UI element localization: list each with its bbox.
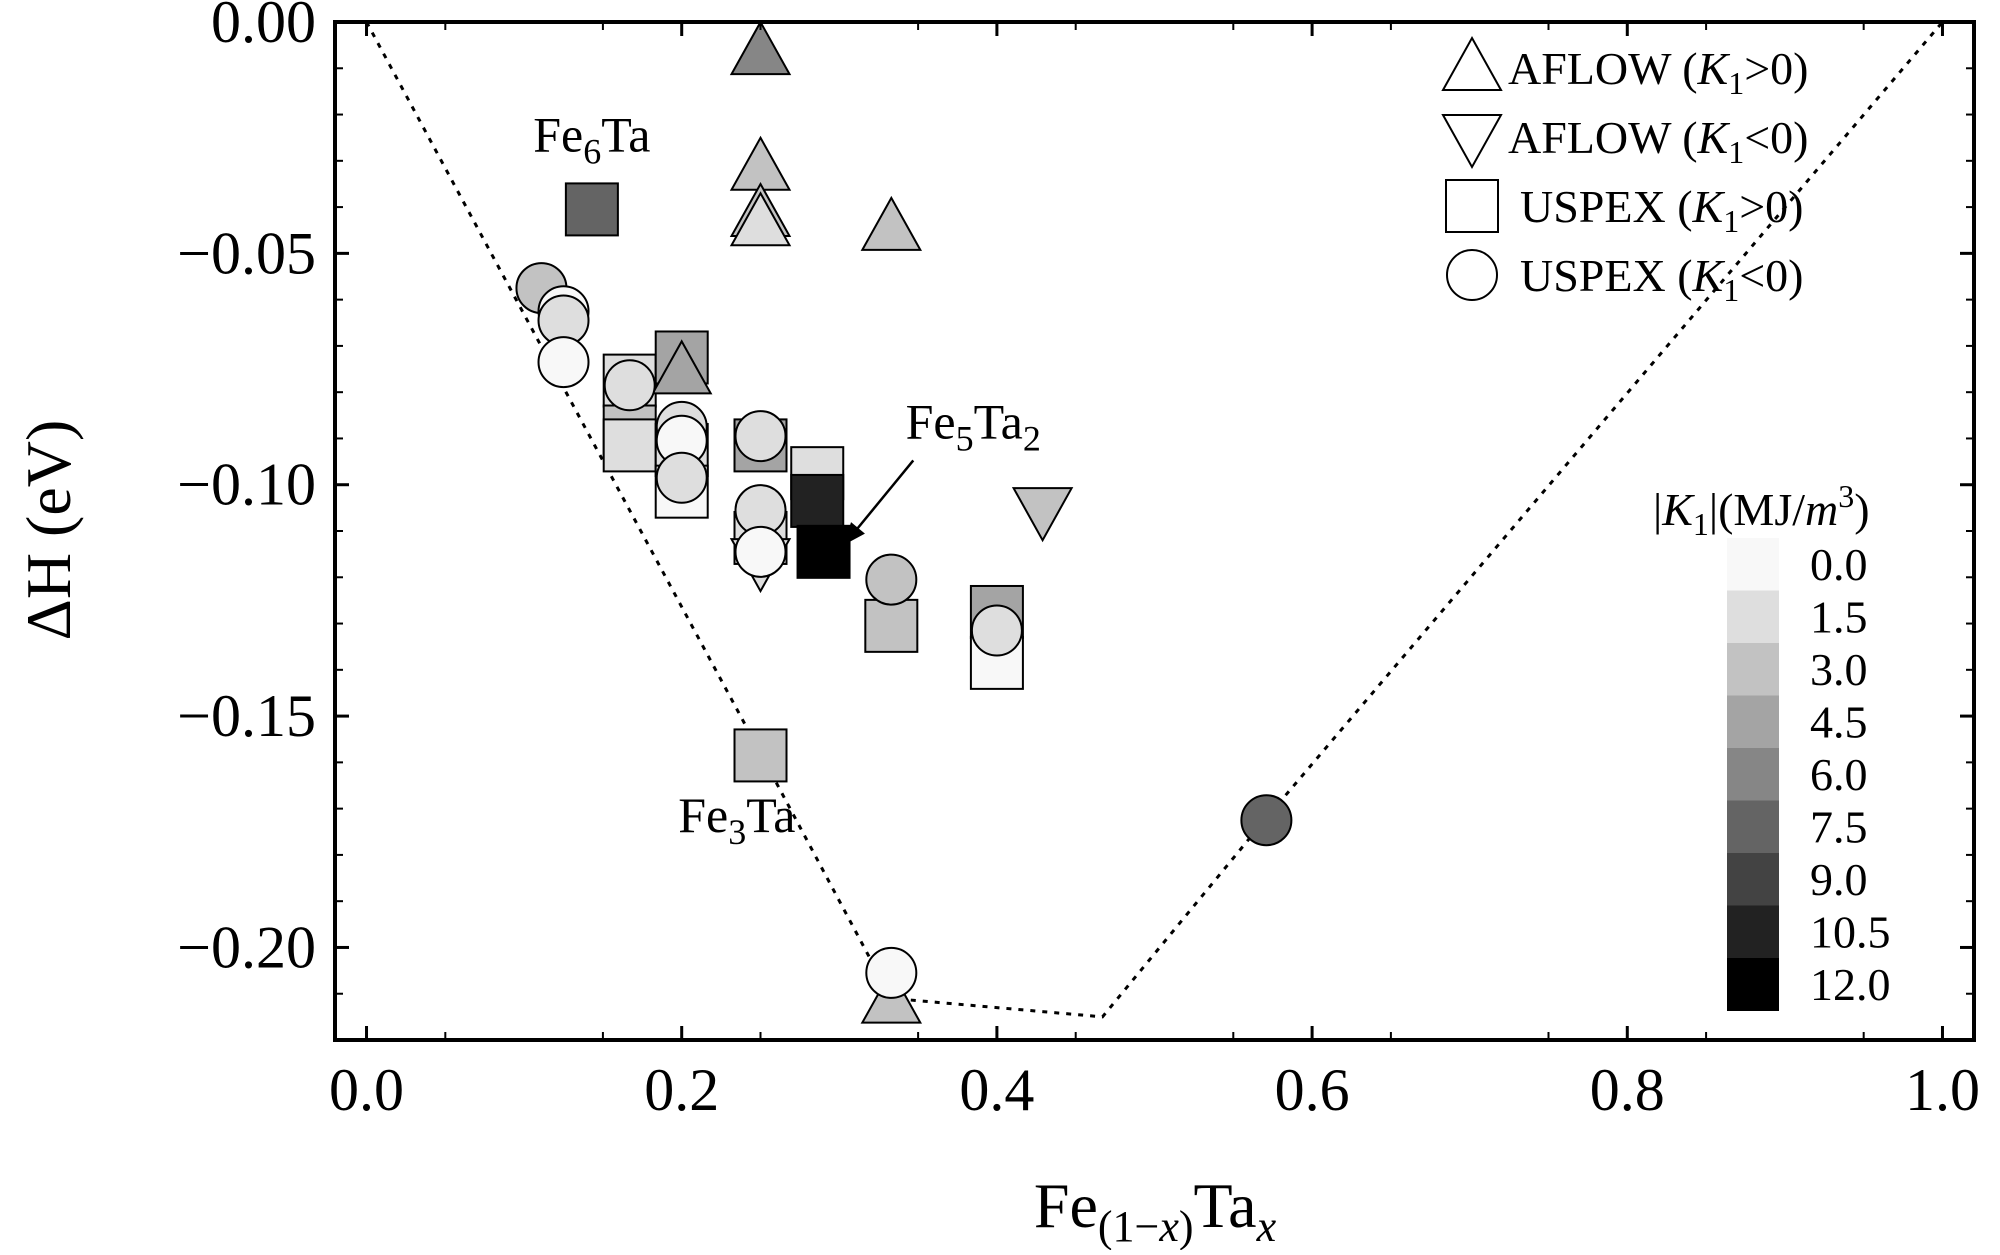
colorbar-tick-label: 3.0 [1810,644,1868,695]
colorbar-tick-label: 6.0 [1810,749,1868,800]
data-point-square [790,473,845,528]
legend-marker-triangle-up [1441,35,1503,91]
colorbar-swatch [1727,800,1779,854]
x-axis-label: Fe(1−x)Tax [1034,1170,1277,1250]
data-point-circle [1240,794,1293,847]
x-tick-label: 1.0 [1905,1057,1980,1123]
x-tick-label: 0.2 [644,1057,719,1123]
data-point-triangle-down [1011,487,1074,543]
data-point-circle [537,336,590,389]
data-point-circle [734,525,787,578]
legend: AFLOW (K1>0) AFLOW (K1<0) USPEX (K1>0) USPE… [1441,35,1808,308]
data-point-triangle-up [860,195,923,251]
y-tick-label: 0.00 [211,0,316,55]
annotation-label: Fe5Ta2 [906,393,1041,458]
legend-marker-triangle-down [1441,114,1503,170]
data-point-square [602,418,657,473]
legend-entry-label: USPEX (K1<0) [1520,250,1803,308]
legend-marker-circle [1446,249,1498,301]
axes-layer: 0.0 0.2 0.4 0.6 0.8 1.0 0.00 −0.05 −0.10 −0.15 −0.… [177,0,1980,1123]
data-points-layer [515,20,1293,1024]
x-tick-label: 0.8 [1590,1057,1665,1123]
y-tick-label: −0.10 [177,452,316,518]
legend-marker-square [1445,179,1499,233]
data-point-circle [655,451,708,504]
annotations-layer: Fe6Ta Fe3Ta Fe5Ta2 [533,107,1041,852]
data-point-triangle-up [729,135,792,191]
colorbar-swatch [1727,695,1779,749]
colorbar-swatch [1727,538,1779,591]
legend-entry-label: AFLOW (K1<0) [1508,112,1808,170]
data-point-triangle-up [729,20,792,76]
convex-hull-line [365,22,1944,1019]
colorbar-swatch [1727,748,1779,801]
colorbar-title: |K1|(MJ/m3) [1653,478,1870,542]
annotation-arrowhead [844,522,865,545]
data-point-triangle-up [729,191,792,247]
annotation-label: Fe3Ta [678,787,795,852]
legend-entry-label: USPEX (K1>0) [1520,181,1803,239]
colorbar-tick-label: 1.5 [1810,592,1868,643]
colorbar-swatch [1727,905,1779,959]
colorbar-swatch [1727,643,1779,696]
convex-hull-layer [365,22,1944,1019]
annotation-label: Fe6Ta [533,107,650,172]
data-point-circle [970,604,1023,657]
data-point-square [564,182,619,237]
colorbar-tick-label: 4.5 [1810,697,1868,748]
colorbar: 0.01.53.04.56.07.59.010.512.0 |K1|(MJ/m3) [1653,478,1891,1011]
colorbar-swatch [1727,590,1779,644]
colorbar-swatch [1727,853,1779,906]
y-tick-label: −0.15 [177,683,316,749]
data-point-square [796,524,851,579]
colorbar-tick-label: 9.0 [1810,854,1868,905]
x-tick-label: 0.6 [1275,1057,1350,1123]
data-point-circle [603,359,656,412]
x-tick-label: 0.0 [329,1057,404,1123]
colorbar-tick-label: 10.5 [1810,907,1891,958]
data-point-triangle-up [651,339,713,395]
legend-entry-label: AFLOW (K1>0) [1508,43,1808,101]
data-point-square [733,728,788,783]
colorbar-tick-label: 12.0 [1810,959,1891,1010]
y-tick-label: −0.20 [177,914,316,980]
data-point-circle [734,410,787,463]
y-axis-label: ΔH (eV) [13,420,84,641]
colorbar-tick-label: 7.5 [1810,802,1868,853]
x-tick-label: 0.4 [959,1057,1034,1123]
colorbar-swatch [1727,958,1779,1011]
colorbar-tick-label: 0.0 [1810,539,1868,590]
data-point-circle [865,553,918,606]
y-tick-label: −0.05 [177,220,316,286]
data-point-circle [865,946,918,999]
data-point-square [864,598,919,653]
